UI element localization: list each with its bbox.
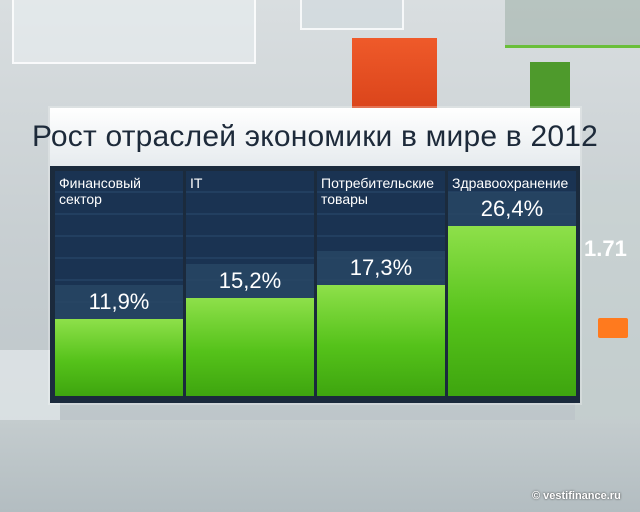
data-label: 26,4% — [448, 192, 576, 226]
data-label: 15,2% — [186, 264, 314, 298]
bg-glass-right — [575, 180, 640, 450]
bg-floor — [0, 420, 640, 512]
category-label: IT — [190, 175, 203, 191]
bar — [448, 226, 576, 396]
chart-title-box: Рост отраслей экономики в мире в 2012 — [32, 108, 598, 166]
category-label: Потребительские товары — [321, 175, 434, 207]
category-label: Финансовый сектор — [59, 175, 141, 207]
watermark: © vestifinance.ru — [532, 490, 621, 502]
bg-glass-panel-2 — [300, 0, 404, 30]
bar — [186, 298, 314, 396]
bg-glass-panel-3 — [505, 0, 640, 48]
data-label: 17,3% — [317, 251, 445, 285]
bg-side-value: 1.71 — [584, 236, 627, 261]
bg-glass-panel-1 — [12, 0, 256, 64]
bg-arrow-icon — [598, 318, 628, 338]
data-label: 11,9% — [55, 285, 183, 319]
chart-column: IT 15,2% — [186, 171, 314, 396]
bg-green-card — [530, 62, 570, 117]
chart-column: Здравоохранение 26,4% — [448, 171, 576, 396]
chart-column: Потребительские товары 17,3% — [317, 171, 445, 396]
category-label: Здравоохранение — [452, 175, 569, 191]
chart-column: Финансовый сектор 11,9% — [55, 171, 183, 396]
bar — [317, 285, 445, 396]
chart-columns: Финансовый сектор 11,9% IT 15,2% Потребитель… — [55, 171, 576, 396]
chart-title: Рост отраслей экономики в мире в 2012 — [32, 120, 598, 153]
bg-orange-box — [352, 38, 437, 113]
bar — [55, 319, 183, 396]
